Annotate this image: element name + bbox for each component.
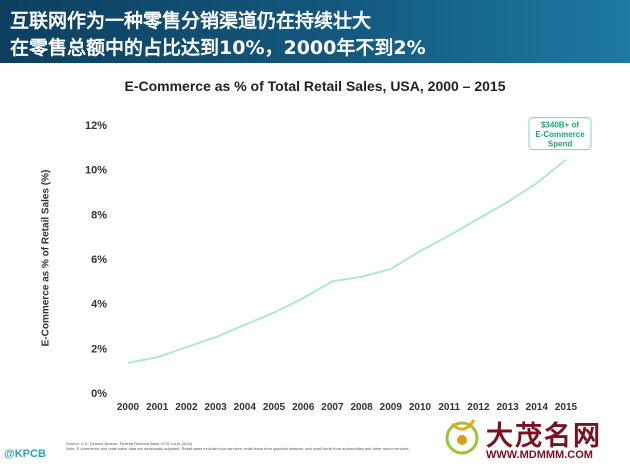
banner-title-line-2: 在零售总额中的占比达到10%，2000年不到2%	[10, 37, 426, 59]
x-tick-label: 2004	[234, 402, 257, 413]
source-note: Source: U.S. Census Bureau, Federal Rese…	[66, 441, 446, 451]
x-tick-label: 2012	[467, 402, 490, 413]
series-line	[127, 158, 567, 364]
y-tick-label: 2%	[91, 343, 107, 355]
x-tick-label: 2000	[117, 402, 140, 413]
x-tick-label: 2007	[321, 402, 344, 413]
watermark: 大茂名网 WWW.MDMMM.COM	[444, 412, 630, 472]
x-tick-label: 2001	[146, 402, 169, 413]
x-tick-label: 2010	[409, 402, 432, 413]
x-tick-label: 2013	[496, 402, 519, 413]
y-tick-label: 0%	[91, 388, 107, 400]
annotation-callout-box	[528, 117, 592, 151]
annotation-text-line: $340B+ of	[541, 121, 579, 130]
x-tick-label: 2009	[380, 402, 403, 413]
x-tick-label: 2008	[350, 402, 373, 413]
x-tick-label: 2005	[263, 402, 286, 413]
watermark-url: WWW.MDMMM.COM	[486, 449, 593, 461]
banner-title-line-1: 互联网作为一种零售分销渠道仍在持续壮大	[10, 10, 372, 32]
y-tick-label: 10%	[85, 165, 107, 177]
source-line-1: Source: U.S. Census Bureau, Federal Rese…	[66, 441, 194, 446]
kpcb-handle: @KPCB	[4, 448, 46, 460]
x-tick-label: 2003	[204, 402, 227, 413]
y-tick-label: 12%	[85, 120, 107, 132]
watermark-logo-icon	[445, 419, 479, 455]
watermark-brand: 大茂名网	[486, 421, 602, 452]
y-tick-label: 4%	[91, 299, 107, 311]
x-tick-label: 2002	[175, 402, 198, 413]
source-line-2: Note: E-commerce and retail sales data a…	[66, 446, 410, 451]
x-tick-label: 2011	[438, 402, 460, 413]
x-tick-label: 2015	[555, 402, 578, 413]
title-banner: 互联网作为一种零售分销渠道仍在持续壮大 在零售总额中的占比达到10%，2000年…	[0, 0, 630, 63]
annotation-text-line: E-Commerce	[535, 130, 585, 139]
y-tick-label: 8%	[91, 209, 107, 221]
chart-title: E-Commerce as % of Total Retail Sales, U…	[124, 78, 506, 94]
x-tick-label: 2014	[526, 402, 549, 413]
annotation-text-line: Spend	[548, 140, 573, 149]
y-tick-label: 6%	[91, 254, 107, 266]
x-tick-label: 2006	[292, 402, 315, 413]
